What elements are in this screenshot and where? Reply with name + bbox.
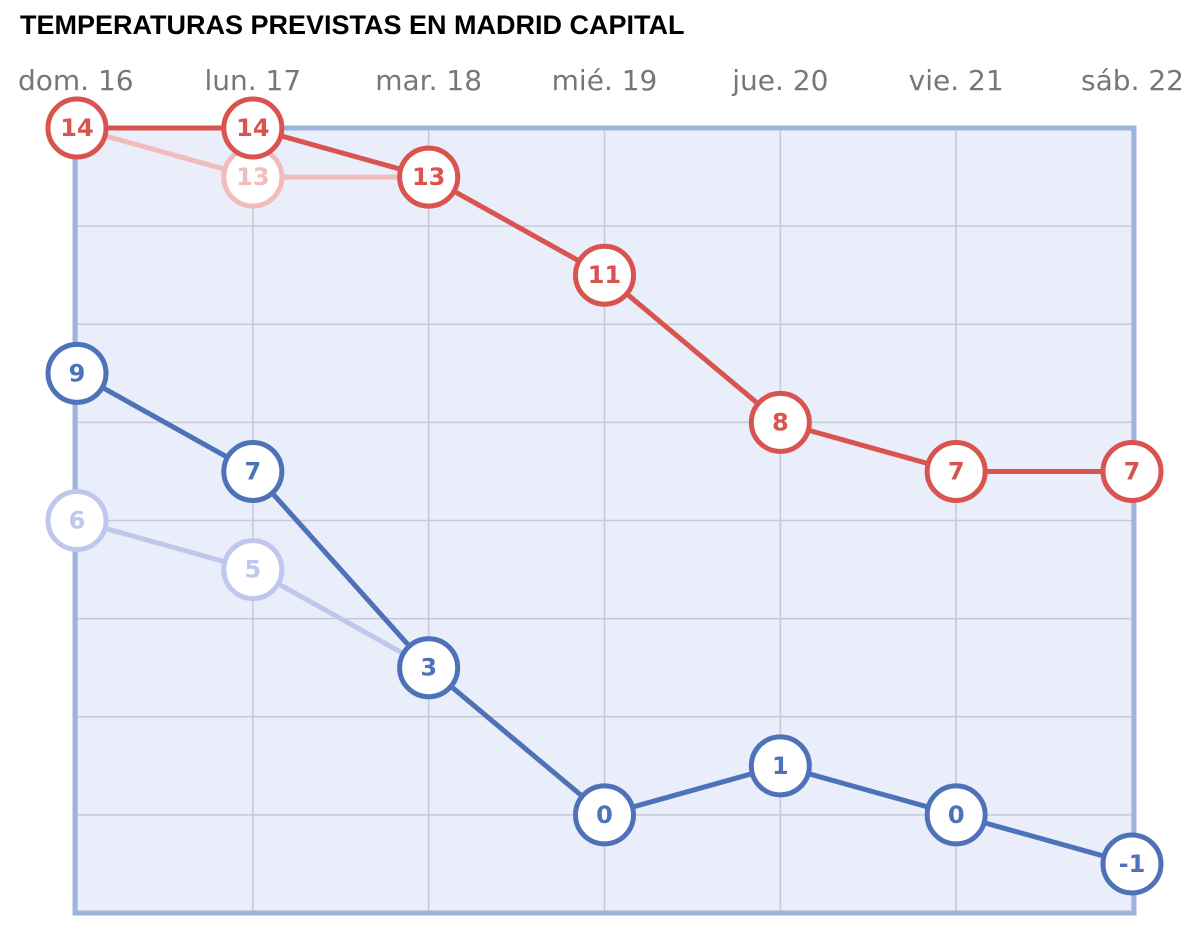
data-label: 5	[244, 556, 261, 584]
x-tick-label: lun. 17	[204, 64, 301, 97]
point-marker	[221, 439, 285, 503]
point-marker	[45, 489, 109, 552]
point-marker	[573, 783, 636, 847]
x-tick-label: sáb. 22	[1081, 64, 1184, 97]
point-marker	[1100, 832, 1164, 896]
point-marker	[924, 439, 988, 503]
data-label: 8	[772, 408, 789, 436]
data-label: 11	[588, 261, 621, 289]
data-label: 14	[60, 114, 93, 142]
point-marker	[1100, 439, 1164, 503]
x-tick-label: dom. 16	[18, 64, 134, 97]
data-label: 0	[948, 801, 965, 829]
point-marker	[397, 145, 461, 209]
data-label: 0	[596, 801, 613, 829]
data-label: -1	[1119, 850, 1146, 878]
point-marker	[748, 734, 812, 798]
data-label: 7	[1124, 457, 1141, 485]
data-label: 13	[236, 163, 269, 191]
point-marker	[45, 341, 109, 405]
data-label: 3	[420, 654, 437, 682]
x-tick-label: mié. 19	[552, 64, 658, 97]
data-label: 13	[412, 163, 445, 191]
x-tick-label: vie. 21	[909, 64, 1004, 97]
data-label: 9	[69, 359, 86, 387]
point-marker	[573, 243, 636, 307]
point-marker	[397, 636, 461, 700]
data-label: 1	[772, 752, 789, 780]
point-marker	[221, 538, 285, 602]
point-marker	[45, 96, 109, 160]
point-marker	[924, 783, 988, 847]
point-marker	[748, 390, 812, 454]
point-marker	[221, 96, 285, 160]
data-label: 7	[948, 457, 965, 485]
x-tick-label: mar. 18	[375, 64, 482, 97]
data-label: 7	[244, 457, 261, 485]
x-tick-label: jue. 20	[731, 64, 828, 97]
chart-title: TEMPERATURAS PREVISTAS EN MADRID CAPITAL	[20, 10, 685, 40]
data-label: 6	[69, 507, 86, 535]
data-label: 14	[236, 114, 269, 142]
